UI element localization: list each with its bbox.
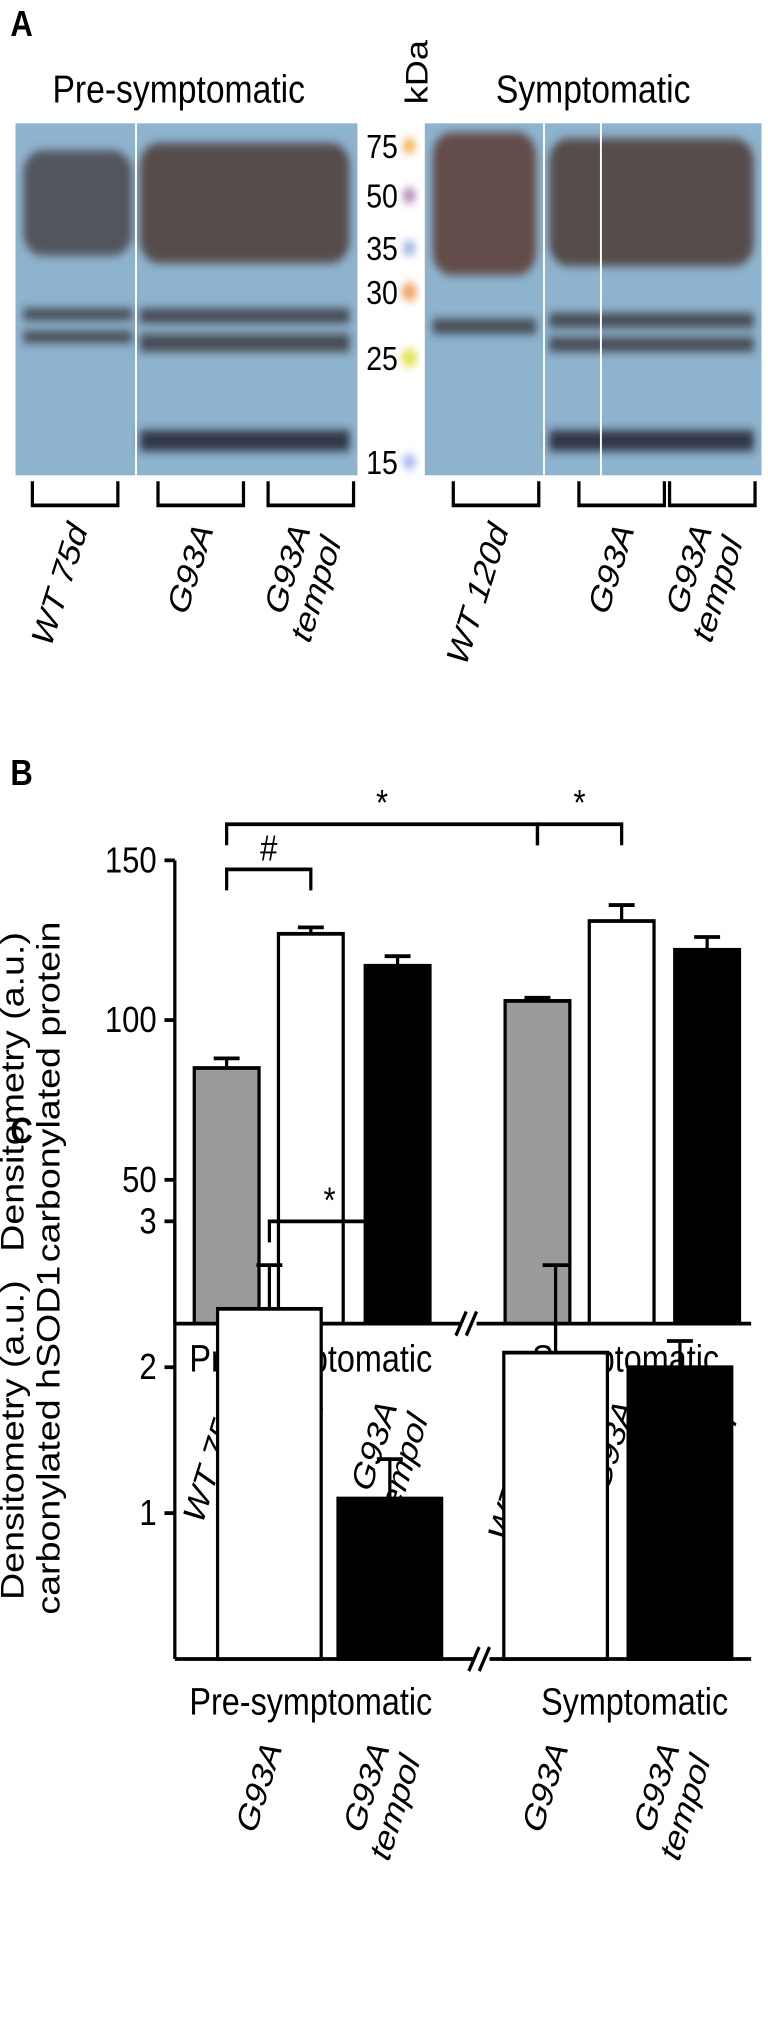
bar: [587, 919, 656, 1326]
significance-marker: #: [260, 829, 278, 869]
significance-bracket: [267, 1219, 392, 1243]
bar: [363, 963, 432, 1326]
panel-label: A: [10, 5, 32, 45]
marker-label: 30: [366, 274, 398, 312]
category-label: G93A: [516, 1737, 575, 1837]
category-label: WT 120d: [441, 518, 517, 670]
label-line: G93A: [161, 519, 220, 619]
significance-marker: *: [574, 784, 586, 824]
panel-label: B: [10, 754, 32, 794]
y-axis-label: Densitometry (a.u.): [0, 932, 31, 1252]
label-line: WT 75d: [26, 518, 96, 652]
y-axis-label: carbonylated hSOD1: [31, 1266, 67, 1615]
significance-bracket: [535, 822, 624, 846]
lane-bracket: [156, 481, 246, 508]
category-label: G93Atempol: [333, 1736, 428, 1866]
label-line: G93A: [230, 1737, 289, 1837]
marker-label: 50: [366, 178, 398, 216]
category-label: G93A: [230, 1737, 289, 1837]
bar: [673, 947, 742, 1326]
y-tick-label: 150: [105, 841, 157, 881]
significance-marker: *: [376, 784, 388, 824]
marker-label: 15: [366, 444, 398, 482]
y-tick-label: 2: [139, 1348, 156, 1388]
group-title: Symptomatic: [496, 67, 691, 111]
group-label: Pre-symptomatic: [189, 1681, 432, 1723]
axis-break: [454, 1310, 479, 1337]
category-label: G93Atempol: [623, 1736, 718, 1866]
category-label: G93Atempol: [254, 517, 349, 647]
bar: [276, 931, 345, 1326]
category-label: WT 75d: [26, 518, 96, 652]
axis-break: [467, 1646, 491, 1672]
label-line: G93A: [516, 1737, 575, 1837]
label-line: G93A: [582, 519, 641, 619]
marker-label: 75: [366, 128, 398, 166]
bar: [502, 1350, 610, 1661]
bar: [336, 1496, 444, 1661]
lane-bracket: [577, 481, 667, 508]
group-title: Pre-symptomatic: [52, 67, 305, 111]
significance-bracket: [225, 867, 313, 891]
bar: [626, 1365, 734, 1661]
bar: [192, 1066, 261, 1326]
y-axis-label: carbonylated protein: [31, 922, 67, 1263]
lane-bracket: [266, 481, 356, 508]
lane-bracket: [30, 481, 120, 508]
y-tick-label: 50: [122, 1161, 157, 1201]
marker-label: 35: [366, 230, 398, 268]
significance-marker: *: [324, 1181, 336, 1221]
y-axis-label: Densitometry (a.u.): [0, 1280, 31, 1600]
blot-images: [15, 123, 762, 476]
category-label: G93Atempol: [655, 517, 750, 647]
category-label: G93A: [582, 519, 641, 619]
marker-label: 25: [366, 340, 398, 378]
lane-bracket: [667, 481, 757, 508]
bar: [215, 1306, 323, 1661]
y-tick-label: 1: [139, 1494, 156, 1534]
lane-bracket: [451, 481, 541, 508]
y-tick-label: 100: [105, 1001, 157, 1041]
group-label: Symptomatic: [541, 1681, 728, 1723]
marker-unit: kDa: [401, 40, 435, 104]
category-label: G93A: [161, 519, 220, 619]
y-tick-label: 3: [139, 1202, 156, 1242]
panel-label: C: [10, 1112, 32, 1152]
label-line: WT 120d: [441, 518, 517, 670]
bar: [503, 999, 572, 1326]
